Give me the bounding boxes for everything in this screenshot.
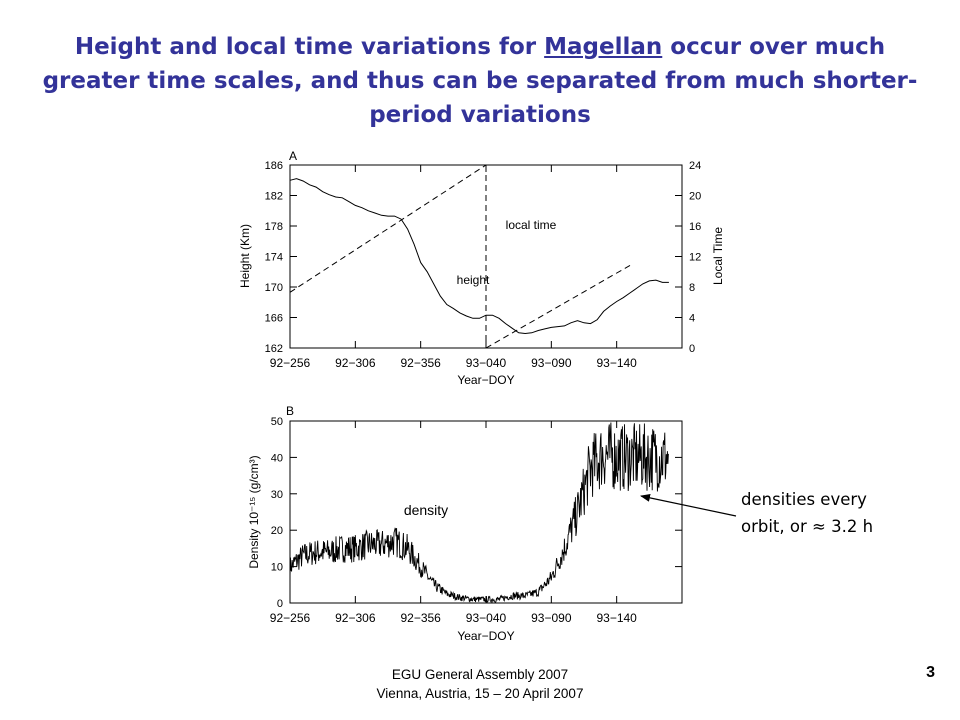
b-y-tick-label: 50: [271, 416, 283, 428]
title-part-1: Height and local time variations for: [74, 34, 545, 60]
b-y-tick-label: 30: [271, 489, 283, 501]
local-time-series-segment-1: [289, 164, 487, 293]
panel-a-chart: A 92−256 92−306 92−356 93−040 93−090 93−140 1…: [238, 149, 725, 387]
density-note-line-2: orbit, or ≈ 3.2 h: [741, 517, 874, 536]
slide-number: 3: [926, 664, 935, 681]
panel-a-label: A: [289, 149, 297, 163]
panel-b-y-axis-title: Density 10⁻¹⁵ (g/cm³): [247, 455, 261, 568]
a-x-tick-label: 93−040: [466, 356, 507, 370]
b-x-tick-label: 92−356: [400, 611, 441, 625]
height-series-line: [289, 178, 669, 335]
a-y2-tick-label: 8: [689, 282, 695, 294]
slide-title: Height and local time variations for Mag…: [40, 30, 920, 132]
a-y-tick-label: 178: [265, 221, 283, 233]
b-x-tick-label: 93−040: [466, 611, 507, 625]
footer: EGU General Assembly 2007 Vienna, Austri…: [300, 665, 660, 703]
a-y-tick-label: 174: [265, 252, 283, 264]
a-x-tick-label: 92−306: [335, 356, 376, 370]
local-time-annotation: local time: [506, 218, 557, 232]
a-y-tick-label: 186: [265, 160, 283, 172]
a-y2-tick-label: 16: [689, 221, 701, 233]
footer-line-1: EGU General Assembly 2007: [391, 667, 569, 682]
a-y2-tick-label: 24: [689, 160, 701, 172]
a-y-tick-label: 162: [265, 343, 283, 355]
panel-a-y2-axis-title: Local Time: [711, 227, 725, 285]
b-x-tick-label: 92−256: [270, 611, 311, 625]
annotation-arrow: [640, 493, 737, 517]
b-y-tick-label: 10: [271, 562, 283, 574]
a-y-tick-label: 182: [265, 191, 283, 203]
panel-a-x-axis-title: Year−DOY: [457, 373, 514, 387]
b-x-tick-label: 93−140: [596, 611, 637, 625]
a-x-tick-label: 93−090: [531, 356, 572, 370]
a-x-tick-label: 93−140: [596, 356, 637, 370]
density-annotation: density: [404, 502, 448, 518]
a-y-tick-label: 170: [265, 282, 283, 294]
panel-a-y-axis-title: Height (Km): [238, 224, 252, 288]
b-x-tick-label: 93−090: [531, 611, 572, 625]
a-y2-tick-label: 12: [689, 252, 701, 264]
density-series-line: [289, 422, 669, 604]
panel-b-x-axis-title: Year−DOY: [457, 629, 514, 643]
a-x-tick-label: 92−256: [270, 356, 311, 370]
panel-b-chart: B 92−256 92−306 92−356 93−040 93−090 93−140 0…: [247, 404, 683, 643]
title-part-3: occur over much greater time scales, and…: [42, 34, 918, 128]
b-y-tick-label: 20: [271, 525, 283, 537]
b-y-tick-label: 0: [277, 598, 283, 610]
a-y2-tick-label: 4: [689, 313, 695, 325]
a-y2-tick-label: 0: [689, 343, 695, 355]
density-note-line-1: densities every: [741, 490, 867, 509]
b-x-tick-label: 92−306: [335, 611, 376, 625]
local-time-series-segment-2: [485, 263, 633, 349]
footer-line-2: Vienna, Austria, 15 – 20 April 2007: [376, 686, 584, 701]
density-note: densities every orbit, or ≈ 3.2 h: [741, 486, 941, 540]
a-x-tick-label: 92−356: [400, 356, 441, 370]
a-y2-tick-label: 20: [689, 191, 701, 203]
height-annotation: height: [457, 273, 490, 287]
panel-b-label: B: [286, 404, 294, 418]
b-y-tick-label: 40: [271, 452, 283, 464]
panel-b-frame: [289, 420, 683, 604]
a-y-tick-label: 166: [265, 313, 283, 325]
title-part-magellan: Magellan: [544, 34, 663, 60]
